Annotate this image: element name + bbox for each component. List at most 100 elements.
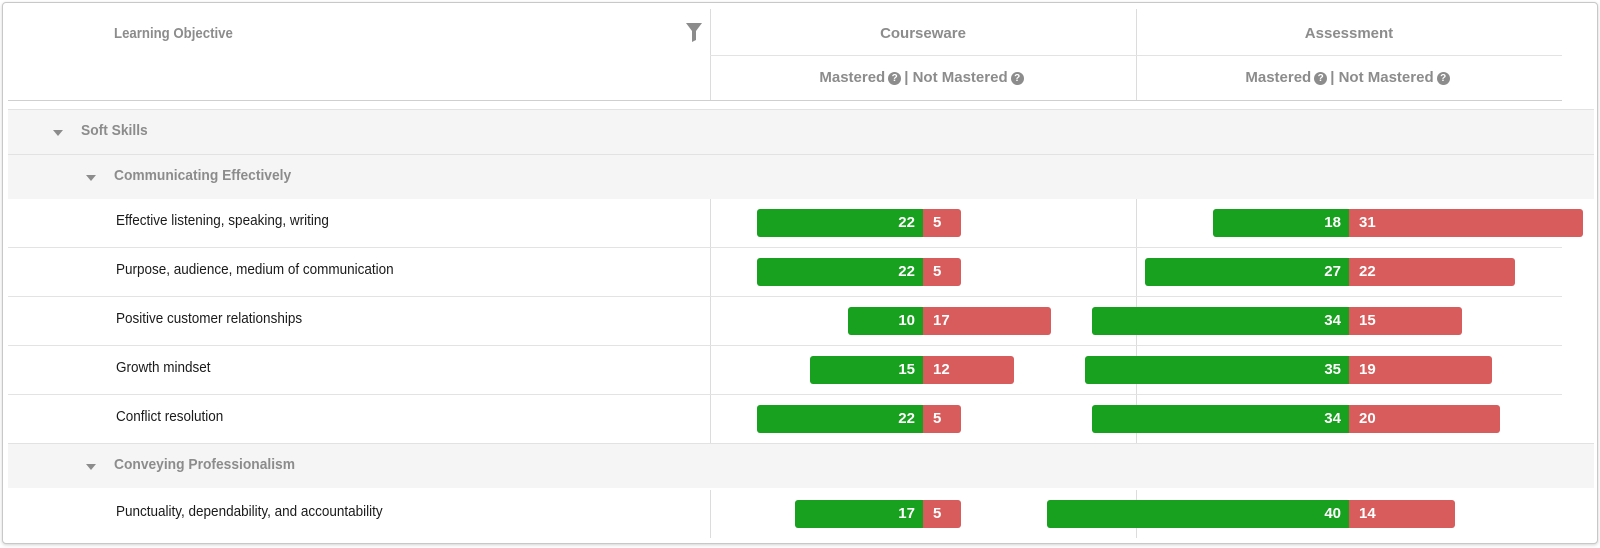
table-row: Growth mindset 15 12 35 19 bbox=[8, 346, 1594, 395]
help-icon[interactable]: ? bbox=[1314, 71, 1328, 85]
column-divider bbox=[710, 395, 711, 443]
not-mastered-segment[interactable]: 5 bbox=[922, 258, 961, 286]
not-mastered-segment[interactable]: 15 bbox=[1348, 307, 1463, 335]
mastered-segment[interactable]: 17 bbox=[794, 500, 923, 528]
column-divider bbox=[1136, 199, 1137, 247]
courseware-bar[interactable]: 22 5 bbox=[756, 405, 961, 433]
assessment-bar[interactable]: 27 22 bbox=[1145, 258, 1516, 286]
not-mastered-count: 20 bbox=[1358, 410, 1376, 427]
courseware-bar[interactable]: 22 5 bbox=[756, 258, 961, 286]
not-mastered-count: 31 bbox=[1358, 214, 1376, 231]
caret-down-icon[interactable] bbox=[53, 130, 63, 136]
mastered-segment[interactable]: 34 bbox=[1092, 405, 1349, 433]
objective-label: Purpose, audience, medium of communicati… bbox=[116, 261, 394, 278]
table-row: Conflict resolution 22 5 34 20 bbox=[8, 395, 1594, 443]
group-row-communicating-effectively[interactable]: Communicating Effectively bbox=[8, 154, 1594, 199]
learning-objective-header[interactable]: Learning Objective bbox=[114, 25, 233, 42]
caret-down-icon[interactable] bbox=[86, 464, 96, 470]
group-row-conveying-professionalism[interactable]: Conveying Professionalism bbox=[8, 443, 1594, 488]
not-mastered-segment[interactable]: 19 bbox=[1349, 356, 1493, 384]
not-mastered-label: Not Mastered bbox=[1338, 69, 1434, 86]
mastered-count: 18 bbox=[1324, 214, 1341, 231]
mastered-segment[interactable]: 35 bbox=[1084, 356, 1349, 384]
not-mastered-count: 12 bbox=[933, 361, 950, 378]
mastered-segment[interactable]: 18 bbox=[1213, 209, 1349, 237]
group-label: Conveying Professionalism bbox=[114, 456, 295, 473]
table-row: Positive customer relationships 10 17 34 15 bbox=[8, 297, 1594, 346]
mastered-count: 35 bbox=[1324, 361, 1341, 378]
not-mastered-label: Not Mastered bbox=[912, 69, 1008, 86]
courseware-header[interactable]: Courseware bbox=[880, 25, 966, 42]
courseware-bar[interactable]: 22 5 bbox=[756, 209, 961, 237]
mastered-count: 34 bbox=[1324, 312, 1341, 329]
separator: | bbox=[1330, 69, 1335, 86]
mastered-segment[interactable]: 22 bbox=[756, 405, 923, 433]
mastered-count: 34 bbox=[1324, 410, 1341, 427]
help-icon[interactable]: ? bbox=[1010, 71, 1024, 85]
objective-label: Conflict resolution bbox=[116, 408, 224, 425]
filter-icon[interactable] bbox=[685, 21, 703, 43]
assessment-bar[interactable]: 34 15 bbox=[1092, 307, 1463, 335]
column-divider bbox=[710, 490, 711, 538]
not-mastered-segment[interactable]: 14 bbox=[1349, 500, 1455, 528]
not-mastered-count: 5 bbox=[932, 410, 942, 427]
help-icon[interactable]: ? bbox=[888, 71, 902, 85]
objective-label: Punctuality, dependability, and accounta… bbox=[116, 503, 383, 520]
caret-down-icon[interactable] bbox=[86, 175, 96, 181]
courseware-bar[interactable]: 17 5 bbox=[794, 500, 961, 528]
not-mastered-segment[interactable]: 31 bbox=[1348, 209, 1584, 237]
not-mastered-segment[interactable]: 5 bbox=[922, 500, 961, 528]
not-mastered-segment[interactable]: 20 bbox=[1348, 405, 1500, 433]
not-mastered-segment[interactable]: 22 bbox=[1348, 258, 1516, 286]
row-divider bbox=[8, 345, 1562, 346]
not-mastered-count: 14 bbox=[1359, 505, 1376, 522]
group-row-soft-skills[interactable]: Soft Skills bbox=[8, 109, 1594, 154]
mastered-segment[interactable]: 22 bbox=[756, 209, 923, 237]
not-mastered-count: 5 bbox=[932, 263, 942, 280]
objective-label: Positive customer relationships bbox=[116, 310, 303, 327]
not-mastered-count: 19 bbox=[1359, 361, 1376, 378]
courseware-bar[interactable]: 15 12 bbox=[809, 356, 1014, 384]
courseware-bar[interactable]: 10 17 bbox=[847, 307, 1052, 335]
mastered-segment[interactable]: 34 bbox=[1092, 307, 1349, 335]
courseware-subheader: Mastered? | Not Mastered? bbox=[710, 69, 1136, 86]
assessment-bar[interactable]: 40 14 bbox=[1047, 500, 1455, 528]
column-divider bbox=[710, 297, 711, 345]
not-mastered-segment[interactable]: 5 bbox=[922, 405, 961, 433]
not-mastered-count: 5 bbox=[932, 214, 942, 231]
not-mastered-segment[interactable]: 12 bbox=[923, 356, 1014, 384]
assessment-header[interactable]: Assessment bbox=[1304, 25, 1394, 42]
assessment-bar[interactable]: 18 31 bbox=[1213, 209, 1584, 237]
mastered-count: 40 bbox=[1324, 505, 1341, 522]
column-divider bbox=[710, 248, 711, 296]
not-mastered-segment[interactable]: 17 bbox=[923, 307, 1052, 335]
mastered-count: 15 bbox=[898, 361, 915, 378]
separator: | bbox=[904, 69, 909, 86]
mastered-segment[interactable]: 22 bbox=[756, 258, 923, 286]
mastered-count: 10 bbox=[898, 312, 915, 329]
objective-label: Growth mindset bbox=[116, 359, 211, 376]
row-divider bbox=[8, 247, 1562, 248]
mastered-segment[interactable]: 15 bbox=[809, 356, 923, 384]
header-bottom-border bbox=[8, 100, 1562, 101]
mastered-segment[interactable]: 10 bbox=[847, 307, 923, 335]
not-mastered-count: 22 bbox=[1358, 263, 1376, 280]
objective-label: Effective listening, speaking, writing bbox=[116, 212, 329, 229]
assessment-bar[interactable]: 35 19 bbox=[1084, 356, 1493, 384]
mastered-segment[interactable]: 27 bbox=[1145, 258, 1349, 286]
not-mastered-count: 17 bbox=[933, 312, 950, 329]
not-mastered-count: 15 bbox=[1358, 312, 1376, 329]
mastered-segment[interactable]: 40 bbox=[1047, 500, 1349, 528]
not-mastered-segment[interactable]: 5 bbox=[922, 209, 961, 237]
column-divider bbox=[710, 199, 711, 247]
group-label: Soft Skills bbox=[81, 122, 148, 139]
not-mastered-count: 5 bbox=[932, 505, 942, 522]
table-row: Punctuality, dependability, and accounta… bbox=[8, 490, 1594, 538]
table-row: Purpose, audience, medium of communicati… bbox=[8, 248, 1594, 297]
mastered-count: 22 bbox=[898, 410, 915, 427]
assessment-bar[interactable]: 34 20 bbox=[1092, 405, 1500, 433]
row-divider bbox=[8, 296, 1562, 297]
help-icon[interactable]: ? bbox=[1436, 71, 1450, 85]
column-divider bbox=[1136, 248, 1137, 296]
header-divider bbox=[710, 55, 1562, 56]
